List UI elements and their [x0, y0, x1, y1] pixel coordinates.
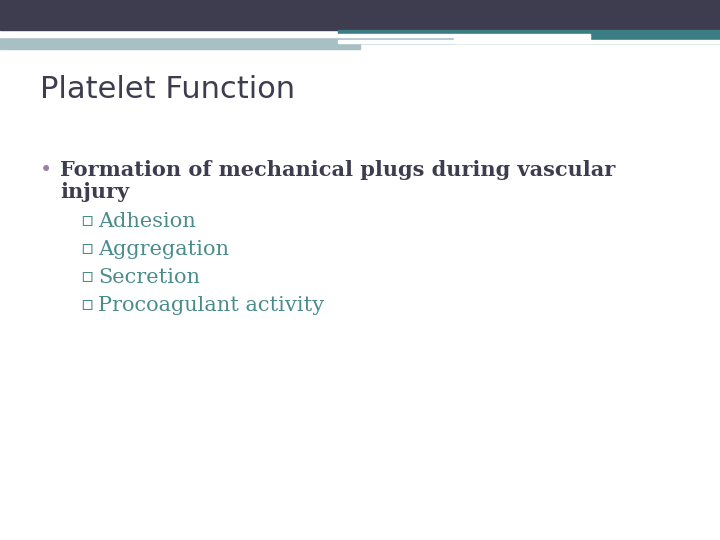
Text: ▫: ▫	[80, 212, 94, 230]
Bar	[0, 0, 720, 30]
Bar	[0, 34, 590, 37]
Text: Formation of mechanical plugs during vascular: Formation of mechanical plugs during vas…	[60, 160, 616, 180]
Text: ▫: ▫	[80, 296, 94, 314]
Text: Procoagulant activity: Procoagulant activity	[98, 296, 324, 315]
Bar	[0, 44, 360, 49]
Text: •: •	[40, 160, 53, 180]
Text: ▫: ▫	[80, 268, 94, 286]
Bar	[338, 40, 720, 43]
Text: Platelet Function: Platelet Function	[40, 75, 295, 104]
Text: Adhesion: Adhesion	[98, 212, 196, 231]
Text: Aggregation: Aggregation	[98, 240, 229, 259]
Bar	[338, 30, 720, 43]
Text: ▫: ▫	[80, 240, 94, 258]
Bar	[454, 36, 590, 43]
Bar	[0, 37, 454, 43]
Text: Secretion: Secretion	[98, 268, 200, 287]
Text: injury: injury	[60, 182, 129, 202]
